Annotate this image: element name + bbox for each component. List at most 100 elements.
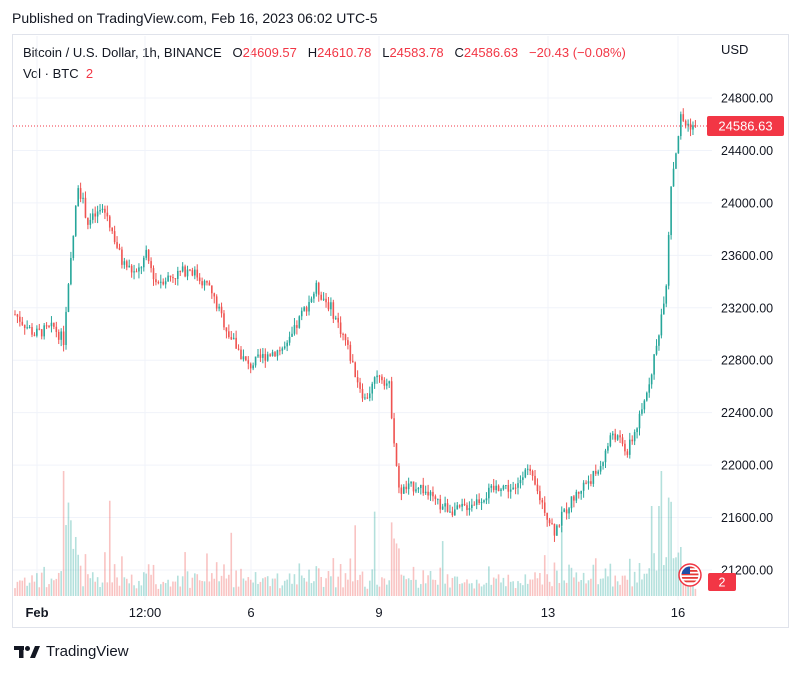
volume-bar xyxy=(616,581,619,596)
tradingview-logo-icon xyxy=(14,645,40,658)
volume-bar xyxy=(264,577,267,596)
volume-bar xyxy=(155,584,157,596)
candle-body xyxy=(602,462,604,467)
candle-body xyxy=(451,511,454,516)
candle-body xyxy=(196,269,199,278)
candle-body xyxy=(429,491,432,496)
volume-bar xyxy=(534,572,536,596)
volume-bar xyxy=(79,565,82,596)
candle-body xyxy=(82,197,84,199)
volume-bar xyxy=(575,572,578,596)
volume-bar xyxy=(485,582,488,596)
volume-bar xyxy=(198,580,201,596)
candle-body xyxy=(77,188,79,207)
candle-body xyxy=(305,307,308,312)
candle-body xyxy=(276,350,279,357)
open-value: 24609.57 xyxy=(242,45,297,60)
candle-body xyxy=(62,331,65,345)
candle-body xyxy=(23,324,26,328)
candle-body xyxy=(211,285,213,294)
chart-frame[interactable] xyxy=(12,34,789,628)
volume-bar xyxy=(403,575,405,596)
candle-body xyxy=(359,382,361,389)
candle-body xyxy=(254,356,257,366)
candle-body xyxy=(347,340,349,345)
candle-body xyxy=(490,485,493,488)
volume-bar xyxy=(184,552,186,596)
volume-bar xyxy=(206,553,208,596)
volume-bar xyxy=(225,578,228,596)
candle-body xyxy=(174,278,177,280)
candle-body xyxy=(663,303,665,315)
candle-body xyxy=(235,337,237,349)
candle-body xyxy=(113,231,116,243)
candle-body xyxy=(517,483,519,488)
candle-body xyxy=(485,498,488,501)
volume-bar xyxy=(621,575,624,596)
candle-body xyxy=(444,503,446,507)
us-flag-icon[interactable] xyxy=(678,563,702,587)
volume-bar xyxy=(334,587,337,596)
candle-body xyxy=(417,488,420,490)
candle-body xyxy=(568,508,570,514)
volume-bar xyxy=(269,586,271,596)
candle-body xyxy=(349,344,352,361)
candle-body xyxy=(522,477,524,480)
candle-body xyxy=(405,486,408,490)
volume-bar xyxy=(252,582,254,596)
volume-bar xyxy=(590,578,592,596)
volume-bar xyxy=(33,581,36,596)
volume-bar xyxy=(157,588,160,596)
candle-body xyxy=(167,275,169,282)
volume-bar xyxy=(354,525,356,596)
candle-body xyxy=(468,508,471,511)
candle-body xyxy=(529,468,531,472)
candle-body xyxy=(351,360,354,363)
candle-body xyxy=(619,435,621,438)
symbol-label[interactable]: Bitcoin / U.S. Dollar, 1h, BINANCE xyxy=(23,45,222,60)
volume-bar xyxy=(594,558,597,596)
volume-bar xyxy=(529,579,531,596)
candle-body xyxy=(356,377,359,383)
volume-bar xyxy=(395,543,398,596)
volume-bar xyxy=(364,586,366,596)
candle-body xyxy=(560,511,563,526)
candle-body xyxy=(497,485,500,492)
volume-bar xyxy=(439,567,442,596)
tradingview-brand[interactable]: TradingView xyxy=(14,643,129,660)
volume-bar xyxy=(424,583,427,596)
volume-bar xyxy=(21,580,24,596)
volume-bar xyxy=(305,581,308,596)
candle-body xyxy=(162,281,165,285)
volume-bar xyxy=(94,581,96,596)
candle-body xyxy=(631,439,634,442)
candle-body xyxy=(604,450,607,463)
candle-body xyxy=(548,519,551,524)
candle-body xyxy=(274,352,276,357)
volume-bar xyxy=(383,578,386,596)
volume-bar xyxy=(585,583,587,596)
volume-bar xyxy=(475,579,478,596)
currency-label[interactable]: USD xyxy=(721,42,749,57)
candle-body xyxy=(393,418,395,444)
volume-bar xyxy=(505,586,507,596)
y-tick-label: 24000.00 xyxy=(721,196,773,210)
volume-bar xyxy=(434,579,437,596)
volume-bar xyxy=(91,572,94,596)
candle-body xyxy=(339,322,342,334)
volume-bar xyxy=(191,577,194,596)
volume-bar xyxy=(458,583,461,596)
volume-bar xyxy=(249,579,252,596)
volume-bar xyxy=(50,578,53,596)
volume-bar xyxy=(57,572,60,596)
volume-bar xyxy=(466,579,468,596)
candle-body xyxy=(611,433,614,436)
candle-body xyxy=(184,266,186,277)
change-value: −20.43 (−0.08%) xyxy=(528,45,626,60)
candle-body xyxy=(432,491,434,497)
candle-body xyxy=(322,298,325,300)
candle-body xyxy=(607,446,609,451)
candle-body xyxy=(361,388,364,399)
candle-body xyxy=(31,327,33,335)
